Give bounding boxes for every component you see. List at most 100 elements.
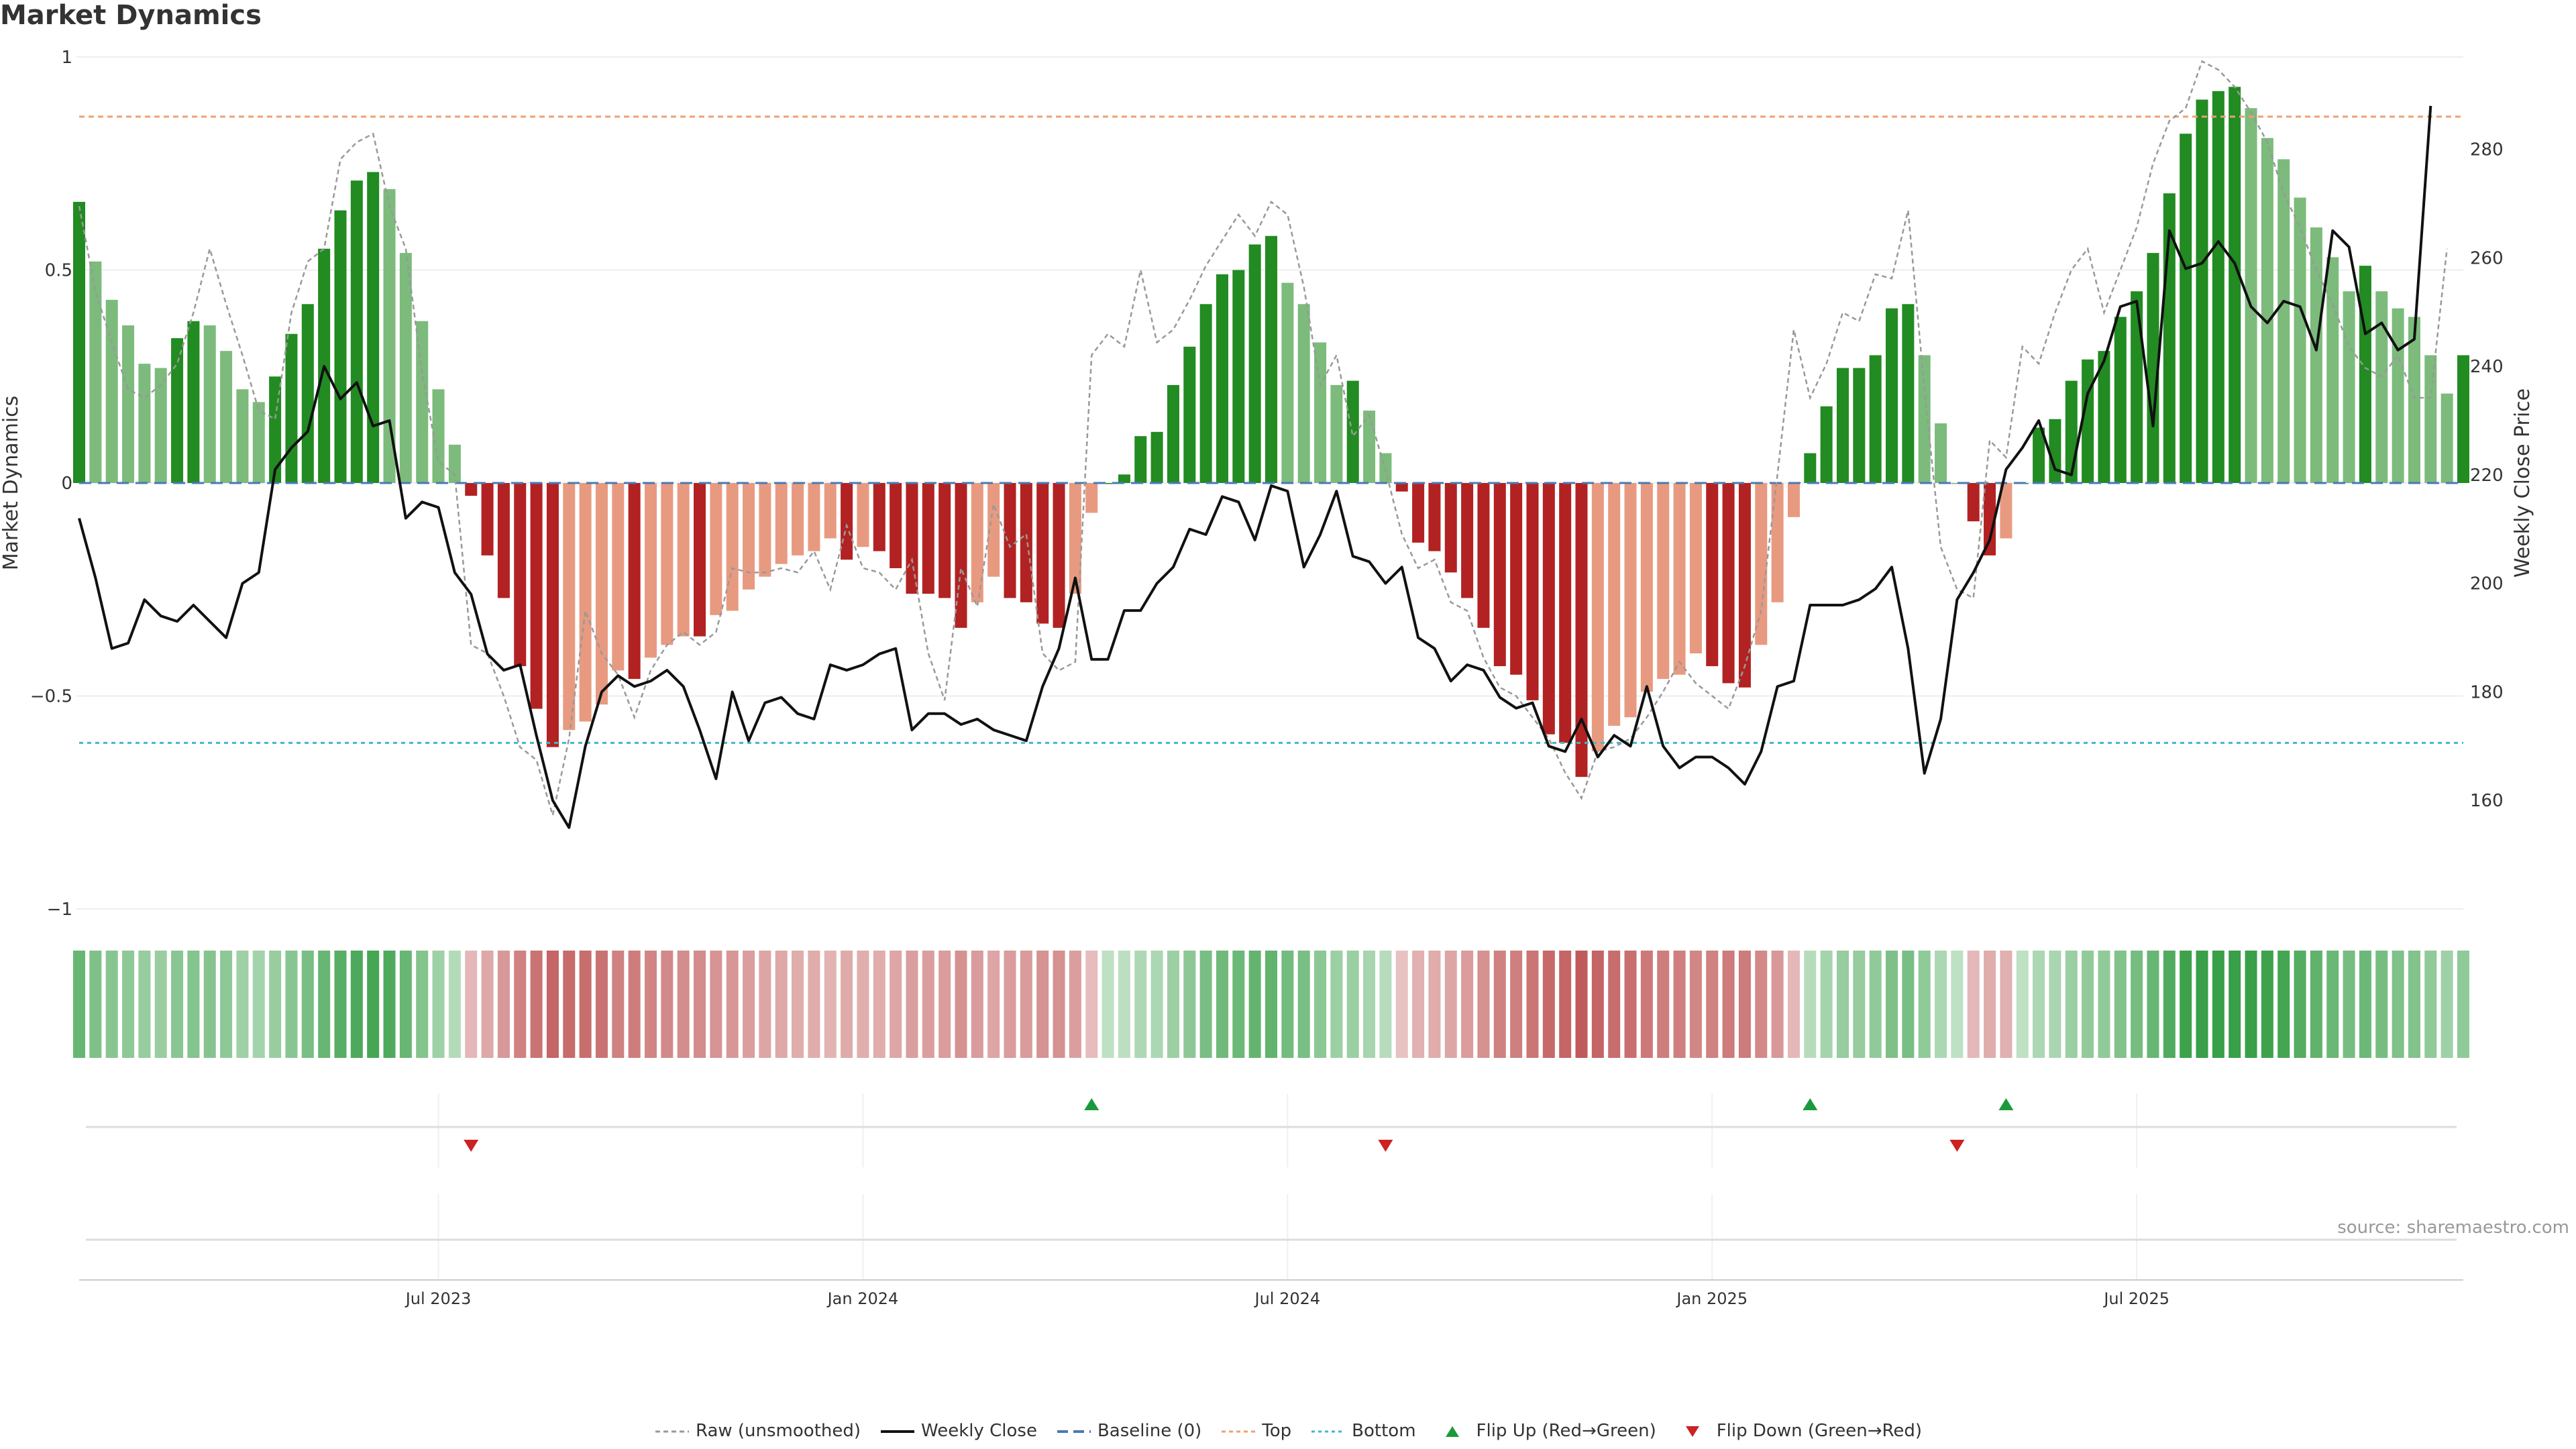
heat-strip-cell: [857, 951, 869, 1058]
heat-strip-cell: [72, 951, 86, 1058]
heat-strip-cell: [1886, 951, 1898, 1058]
heat-strip-cell: [236, 951, 249, 1058]
bar: [1036, 483, 1049, 624]
heat-strip-cell: [2392, 951, 2404, 1058]
bar: [2229, 87, 2241, 483]
heat-strip-cell: [1526, 951, 1539, 1058]
heat-strip-cell: [1836, 951, 1849, 1058]
heat-strip-cell: [644, 951, 657, 1058]
heat-strip-cell: [1853, 951, 1866, 1058]
bar: [187, 321, 200, 483]
bar: [1216, 274, 1228, 483]
heat-strip-cell: [1591, 951, 1604, 1058]
heat-strip-cell: [497, 951, 510, 1058]
bar: [2065, 380, 2078, 483]
x-tick-label: Jan 2024: [826, 1289, 899, 1308]
bar: [2343, 291, 2355, 483]
heat-strip-cell: [481, 951, 494, 1058]
bar: [1608, 483, 1621, 726]
bar: [841, 483, 853, 560]
bar: [1281, 282, 1294, 483]
weekly-close-line: [78, 105, 2432, 829]
bar: [1248, 244, 1261, 483]
bar: [792, 483, 804, 555]
heat-strip-cell: [1265, 951, 1278, 1058]
bar: [1935, 423, 1947, 483]
bottom-line-swatch: [1311, 1430, 1346, 1432]
bar: [1787, 483, 1800, 517]
legend-item-close: Weekly Close: [879, 1421, 1037, 1441]
heat-strip-cell: [2212, 951, 2224, 1058]
heat-strip-cell: [1379, 951, 1392, 1058]
heat-strip-cell: [367, 951, 380, 1058]
flip-down-marker: [1949, 1140, 1965, 1152]
heat-strip-cell: [171, 951, 184, 1058]
heat-strip-cell: [873, 951, 885, 1058]
bar: [1004, 483, 1016, 598]
heat-strip-cell: [1461, 951, 1474, 1058]
heat-strip-cell: [2457, 951, 2470, 1058]
heat-strip-cell: [579, 951, 592, 1058]
heat-strip-cell: [1069, 951, 1081, 1058]
bar: [1428, 483, 1441, 551]
bar: [514, 483, 527, 667]
y-left-axis-title: Market Dynamics: [0, 396, 23, 571]
heat-strip-cell: [1510, 951, 1523, 1058]
y-right-axis-title: Weekly Close Price: [2511, 388, 2534, 578]
heat-strip-cell: [1232, 951, 1245, 1058]
heat-strip: [72, 951, 2470, 1058]
bar: [2326, 257, 2339, 483]
x-tick-label: Jul 2025: [2102, 1289, 2169, 1308]
bar: [1559, 483, 1572, 743]
heat-strip-cell: [2261, 951, 2273, 1058]
bar: [1542, 483, 1555, 735]
heat-strip-cell: [824, 951, 837, 1058]
legend-item-top: Top: [1220, 1421, 1291, 1441]
heat-strip-cell: [759, 951, 771, 1058]
bar: [72, 201, 86, 483]
heat-strip-cell: [775, 951, 788, 1058]
heat-strip-cell: [1951, 951, 1964, 1058]
heat-strip-cell: [530, 951, 543, 1058]
heat-strip-cell: [1706, 951, 1719, 1058]
heat-strip-cell: [1216, 951, 1228, 1058]
bar: [432, 389, 445, 483]
heat-strip-cell: [2065, 951, 2078, 1058]
heat-strip-cell: [677, 951, 690, 1058]
heat-strip-cell: [138, 951, 151, 1058]
legend-label: Weekly Close: [921, 1421, 1037, 1441]
bar: [2196, 99, 2208, 483]
raw-line-swatch: [655, 1430, 689, 1432]
bar: [2294, 197, 2306, 483]
bar: [1069, 483, 1081, 594]
bar: [122, 325, 135, 483]
bar: [2310, 227, 2322, 483]
bar: [938, 483, 951, 598]
legend-label: Raw (unsmoothed): [695, 1421, 861, 1441]
bar: [448, 444, 461, 483]
heat-strip-cell: [252, 951, 265, 1058]
heat-strip-cell: [1787, 951, 1800, 1058]
heat-strip-cell: [2440, 951, 2453, 1058]
bar: [269, 376, 282, 483]
bar: [2261, 138, 2273, 483]
heat-strip-cell: [1020, 951, 1032, 1058]
bar: [367, 172, 380, 483]
bar: [890, 483, 902, 568]
heat-strip-cell: [350, 951, 363, 1058]
bar: [1706, 483, 1719, 667]
x-tick-label: Jul 2024: [1254, 1289, 1321, 1308]
heat-strip-cell: [743, 951, 755, 1058]
bar: [154, 368, 167, 483]
legend-item-bottom: Bottom: [1310, 1421, 1416, 1441]
heat-strip-cell: [546, 951, 559, 1058]
bar: [743, 483, 755, 590]
bar: [1820, 406, 1833, 483]
bar: [89, 261, 102, 483]
heat-strip-cell: [514, 951, 527, 1058]
bar: [1722, 483, 1735, 684]
heat-strip-cell: [1102, 951, 1114, 1058]
bar: [1591, 483, 1604, 752]
bar: [1984, 483, 1996, 555]
